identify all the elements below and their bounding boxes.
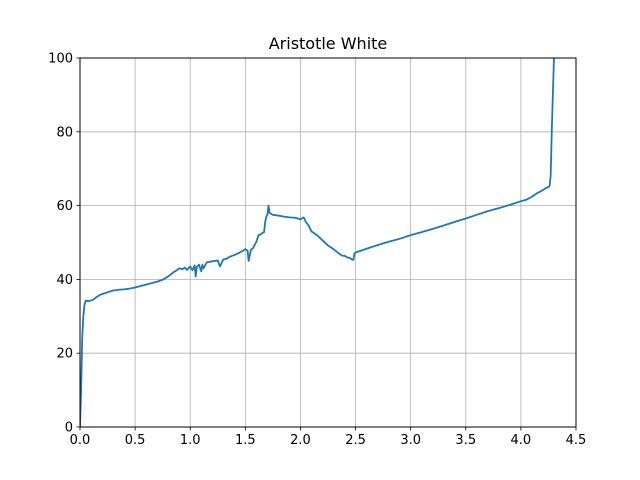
x-tick-label: 3.0 (400, 433, 421, 448)
axis-ticks: 0.0 0.5 1.0 1.5 2.0 2.5 3.0 3.5 4.0 4.5 0 20 40 60 80 1… (48, 52, 586, 449)
x-tick-label: 0.0 (70, 433, 91, 448)
x-tick-label: 4.0 (511, 433, 532, 448)
series-line (80, 58, 555, 427)
x-tick-label: 4.5 (566, 433, 587, 448)
axes-frame (79, 57, 577, 428)
x-tick-label: 1.0 (180, 433, 201, 448)
x-tick-label: 2.5 (345, 433, 366, 448)
x-tick-label: 1.5 (235, 433, 256, 448)
x-tick-label: 0.5 (125, 433, 146, 448)
y-tick-label: 80 (56, 125, 73, 140)
y-tick-label: 100 (48, 52, 73, 67)
y-tick-label: 60 (56, 199, 73, 214)
y-tick-label: 0 (65, 421, 73, 436)
x-tick-label: 2.0 (290, 433, 311, 448)
y-tick-label: 20 (56, 347, 73, 362)
plot-area (80, 58, 555, 427)
chart-title: Aristotle White (269, 34, 388, 53)
x-tick-label: 3.5 (455, 433, 476, 448)
y-tick-label: 40 (56, 273, 73, 288)
